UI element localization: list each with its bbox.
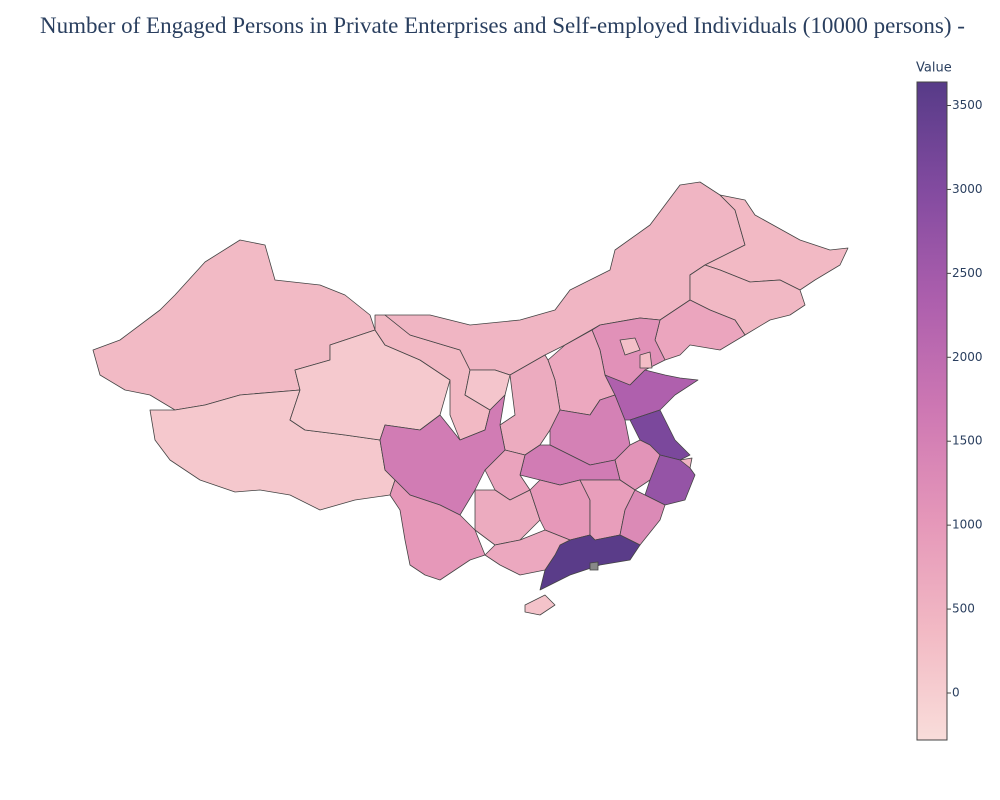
- regions: [92, 181, 849, 616]
- region: [619, 337, 641, 356]
- region: [529, 479, 591, 541]
- colorbar-tick-label: 2000: [952, 350, 983, 364]
- region: [619, 489, 666, 546]
- chart-title: Number of Engaged Persons in Private Ent…: [40, 13, 965, 38]
- region: [379, 394, 506, 516]
- region: [704, 194, 849, 291]
- colorbar-tick-label: 500: [952, 602, 975, 616]
- region: [499, 354, 561, 456]
- colorbar-tick-label: 3500: [952, 98, 983, 112]
- region: [389, 479, 486, 581]
- region: [524, 594, 556, 616]
- region: [484, 529, 571, 576]
- colorbar-tick-label: 1000: [952, 518, 983, 532]
- region: [639, 351, 653, 369]
- colorbar-tick-label: 3000: [952, 182, 983, 196]
- colorbar: [916, 81, 948, 741]
- no-data-region: [589, 561, 599, 571]
- colorbar-tick-label: 2500: [952, 266, 983, 280]
- colorbar-tick-label: 0: [952, 686, 960, 700]
- colorbar-tick-label: 1500: [952, 434, 983, 448]
- region: [539, 534, 641, 591]
- colorbar-title: Value: [916, 61, 952, 76]
